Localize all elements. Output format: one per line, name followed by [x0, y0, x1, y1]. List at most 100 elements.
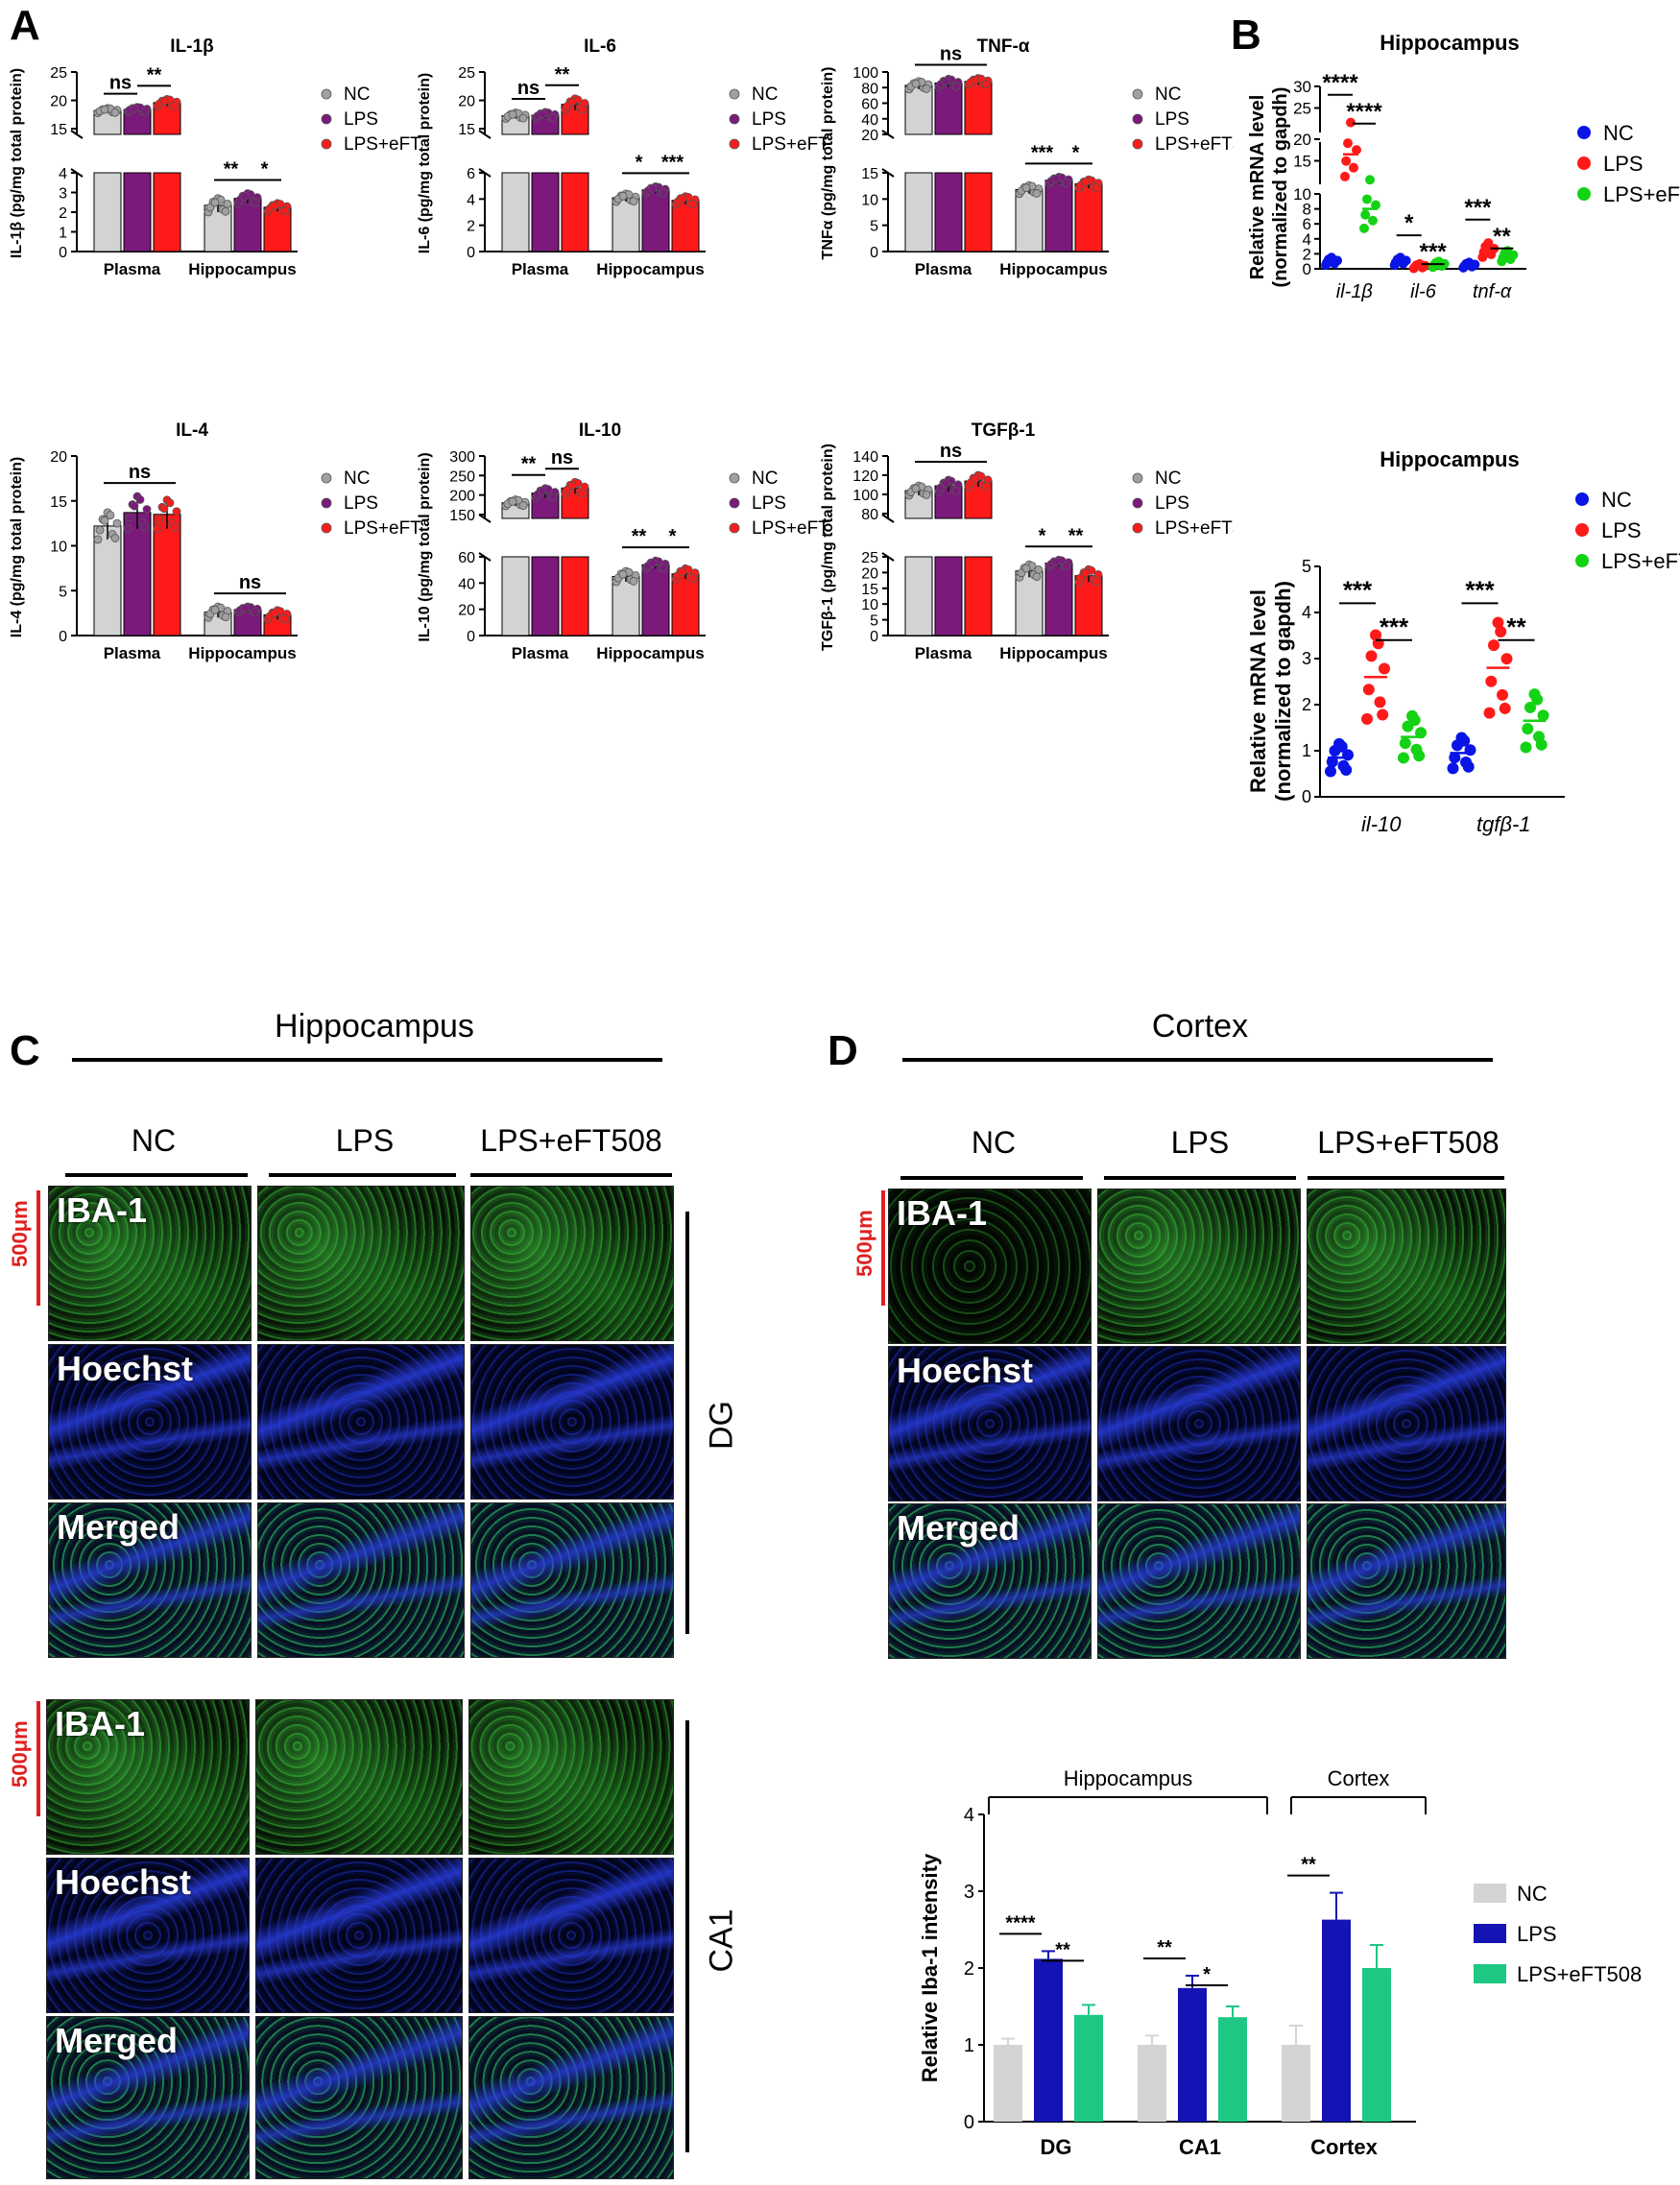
tnfa-xlabel-0: Plasma — [915, 260, 972, 278]
chart-il10: IL-10 0 20 40 60 150 200 250 300 IL-10 (pg/mg tot… — [417, 420, 830, 662]
tnfa-legend-1: LPS — [1155, 109, 1189, 130]
il4-dot-0-2-4 — [172, 507, 181, 516]
il10-legend-dot-0 — [729, 472, 740, 484]
il10-ytick-label-0-2: 40 — [458, 576, 475, 592]
il10-dot-1-1-7 — [659, 564, 668, 573]
b_bottom-legend-2: LPS+eFT508 — [1601, 549, 1680, 573]
il4-dot-0-2-6 — [165, 498, 175, 508]
iba-legend-1: LPS — [1517, 1922, 1557, 1946]
tnfa-legend-0: NC — [1155, 84, 1181, 105]
tgfb1-bar-lower-0-1 — [934, 556, 963, 636]
panel-label-c: C — [10, 1027, 40, 1074]
il4-dot-0-0-8 — [100, 516, 109, 525]
tnfa-legend-dot-1 — [1132, 113, 1143, 125]
b_bottom-legend-dot-1 — [1575, 523, 1589, 537]
il4-ytick-label-0-1: 5 — [59, 584, 67, 600]
b_top-ytick-label-2-1: 30 — [1293, 78, 1311, 96]
tgfb1-legend-1: LPS — [1155, 493, 1189, 514]
il10-xlabel-1: Hippocampus — [596, 644, 704, 662]
il10-bar-lower-0-2 — [561, 556, 589, 636]
b_bottom-legend-dot-0 — [1575, 492, 1589, 506]
b_top-dot-0-1-3 — [1349, 162, 1358, 173]
b_bottom-ytick-label-1: 1 — [1302, 741, 1311, 760]
il4-ytick-label-0-2: 10 — [50, 540, 67, 556]
il10-dot-1-0-7 — [629, 577, 638, 586]
c-ca1-label: CA1 — [703, 1909, 740, 1973]
b_top-dot-0-2-1 — [1362, 194, 1372, 204]
tnfa-bar-0-2 — [964, 81, 993, 135]
il6-ytick-label-0-2: 4 — [467, 192, 475, 208]
d-hoechst-eft — [1307, 1346, 1506, 1501]
d-iba-tag: IBA-1 — [897, 1193, 988, 1233]
b_bottom-legend-0: NC — [1601, 488, 1632, 512]
il1b-ytick-label-1-2: 25 — [50, 65, 67, 82]
b_top-dot-0-2-2 — [1365, 175, 1375, 185]
c-dg-merged-tag: Merged — [57, 1507, 180, 1547]
il1b-legend-dot-2 — [321, 138, 332, 150]
tnfa-ytick-label-0-3: 15 — [861, 166, 878, 182]
b_bottom-dot-0-2-5 — [1399, 737, 1411, 750]
d-col-rule-lps — [1104, 1176, 1296, 1180]
b_top-legend-dot-2 — [1577, 187, 1591, 201]
il6-dot-0-1-8 — [538, 109, 547, 119]
b_bottom-ytick-label-0: 0 — [1302, 787, 1311, 806]
il6-sig-1-a-label: * — [636, 152, 643, 173]
b_bottom-dot-1-2-5 — [1522, 723, 1534, 735]
b_top-legend-0: NC — [1603, 121, 1634, 145]
b_top-legend-2: LPS+eFT508 — [1603, 182, 1680, 206]
iba-ylabel: Relative Iba-1 intensity — [918, 1853, 942, 2082]
iba-bar-1-2 — [1218, 2017, 1247, 2122]
b_top-legend-dot-1 — [1577, 156, 1591, 170]
tgfb1-bar-lower-0-0 — [904, 556, 933, 636]
iba-legend-swatch-2 — [1474, 1964, 1506, 1983]
iba-bar-1-1 — [1178, 1987, 1207, 2122]
iba-legend-swatch-0 — [1474, 1884, 1506, 1903]
d-merged-nc: Merged — [888, 1503, 1092, 1659]
b_bottom-dot-1-1-4 — [1500, 653, 1513, 665]
b_bottom-sig-0-a-label: *** — [1343, 575, 1373, 604]
b_top-dot-0-2-3 — [1368, 215, 1378, 226]
b_bottom-sig-1-a-label: *** — [1465, 575, 1495, 604]
iba-group-hippocampus: Hippocampus — [1064, 1766, 1193, 1790]
b_bottom-dot-0-1-5 — [1362, 684, 1375, 696]
il6-dot-0-0-8 — [508, 109, 517, 119]
c-dg-iba-nc: IBA-1 — [48, 1186, 252, 1341]
il6-legend-dot-0 — [729, 88, 740, 100]
tgfb1-bar-1-1 — [1044, 563, 1073, 636]
c-ca1-merged-eft — [468, 2016, 674, 2179]
il6-ytick-label-0-1: 2 — [467, 219, 475, 235]
tnfa-dot-0-2-7 — [981, 80, 991, 89]
tgfb1-legend-dot-0 — [1132, 472, 1143, 484]
il4-dot-0-0-6 — [106, 511, 115, 520]
il6-dot-0-2-7 — [578, 105, 588, 114]
il4-dot-1-1-8 — [240, 604, 250, 613]
il1b-dot-0-0-7 — [110, 108, 120, 117]
il10-legend-dot-2 — [729, 522, 740, 534]
c-dg-iba-tag: IBA-1 — [57, 1190, 148, 1230]
tgfb1-dot-1-0-7 — [1032, 572, 1042, 582]
il4-dot-0-1-0 — [123, 524, 132, 534]
iba-bar-2-1 — [1322, 1919, 1351, 2122]
c-ca1-rule — [685, 1720, 689, 2152]
il1b-bar-lower-0-2 — [153, 172, 181, 252]
il6-xlabel-0: Plasma — [512, 260, 569, 278]
il1b-legend-1: LPS — [344, 109, 378, 130]
il1b-dot-0-2-8 — [159, 97, 169, 106]
il4-dot-1-1-7 — [251, 608, 260, 616]
tnfa-bar-lower-0-0 — [904, 172, 933, 252]
tnfa-legend-2: LPS+eFT508 — [1155, 134, 1234, 155]
tgfb1-xlabel-1: Hippocampus — [999, 644, 1107, 662]
il4-ytick-label-0-0: 0 — [59, 629, 67, 645]
il4-dot-0-1-6 — [135, 495, 145, 504]
il1b-dot-1-2-8 — [270, 201, 279, 210]
b_top-legend-dot-0 — [1577, 126, 1591, 139]
d-col-rule-nc — [900, 1176, 1083, 1180]
il1b-sig-1-b-label: * — [261, 159, 269, 180]
b_bottom-dot-1-2-7 — [1535, 738, 1548, 751]
tnfa-ytick-label-0-0: 0 — [870, 245, 878, 261]
il4-dot-0-2-0 — [153, 524, 162, 534]
b_top-dot-0-1-1 — [1343, 138, 1353, 149]
tnfa-ytick-label-1-1: 40 — [861, 112, 878, 129]
il4-legend-1: LPS — [344, 493, 378, 514]
b_bottom-dot-0-1-7 — [1377, 708, 1389, 721]
